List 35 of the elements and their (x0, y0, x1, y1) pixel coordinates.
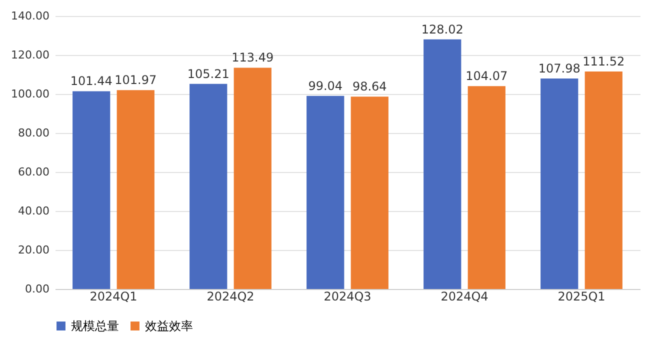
y-tick-label: 40.00 (18, 204, 50, 218)
bar (424, 39, 462, 289)
y-tick-label: 60.00 (18, 166, 50, 178)
bar (190, 84, 228, 289)
legend-label: 规模总量 (71, 319, 119, 333)
bar (234, 68, 272, 289)
data-label: 113.49 (232, 50, 274, 65)
x-tick-label: 2024Q2 (206, 290, 254, 304)
data-label: 104.07 (466, 69, 508, 84)
data-label: 101.44 (70, 74, 112, 88)
y-tick-label: 140.00 (11, 10, 50, 22)
y-tick-label: 120.00 (11, 48, 50, 62)
data-label: 99.04 (308, 78, 343, 93)
bar (468, 86, 506, 289)
x-tick-label: 2024Q4 (440, 290, 488, 304)
y-tick-label: 20.00 (18, 244, 50, 256)
y-tick-label: 80.00 (18, 126, 50, 140)
x-tick-label: 2024Q3 (324, 290, 372, 304)
x-tick-label: 2024Q1 (90, 290, 138, 304)
data-label: 128.02 (421, 22, 464, 36)
data-label: 98.64 (352, 80, 387, 94)
data-label: 107.98 (538, 61, 580, 76)
x-tick-label: 2025Q1 (558, 290, 606, 304)
data-label: 111.52 (582, 54, 625, 69)
bar (350, 96, 388, 289)
y-tick-label: 0.00 (25, 282, 50, 296)
y-tick-label: 100.00 (11, 88, 50, 100)
data-label: 101.97 (114, 73, 157, 88)
bar (584, 72, 622, 289)
data-label: 105.21 (187, 66, 230, 81)
bar (72, 91, 110, 289)
legend-label: 效益效率 (145, 319, 193, 333)
bar (116, 90, 154, 289)
bar (306, 96, 344, 289)
bar (540, 78, 578, 289)
